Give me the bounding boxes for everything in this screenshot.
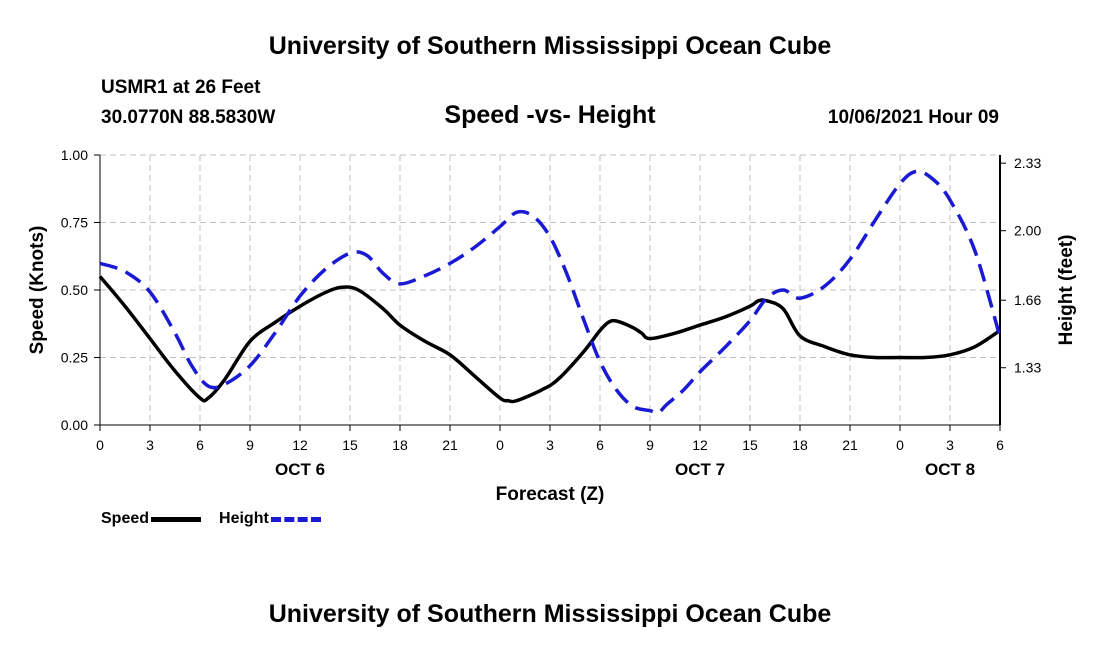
top-title: University of Southern Mississippi Ocean… (268, 32, 832, 60)
y-axis-title: Speed (Knots) (27, 226, 48, 355)
x-tick-label: 6 (596, 437, 604, 453)
legend: Speed Height (101, 510, 321, 528)
x-tick-label: 12 (692, 437, 708, 453)
station-coordinates: 30.0770N 88.5830W (101, 107, 276, 128)
x-tick-label: 3 (946, 437, 954, 453)
x-tick-label: 0 (896, 437, 904, 453)
bottom-title: University of Southern Mississippi Ocean… (268, 600, 832, 628)
speed-series-line (98, 275, 1001, 404)
x-tick-label: 18 (392, 437, 408, 453)
x-tick-label: 15 (742, 437, 758, 453)
y2-tick-label: 2.33 (1014, 155, 1041, 171)
x-tick-label: 12 (292, 437, 308, 453)
x-tick-label: 3 (546, 437, 554, 453)
y-tick-label: 0.00 (61, 417, 88, 433)
legend-speed-swatch (151, 516, 202, 522)
legend-speed-label: Speed (101, 510, 150, 527)
day-label: OCT 7 (675, 460, 725, 479)
x-tick-label: 0 (96, 437, 104, 453)
y-tick-label: 1.00 (61, 147, 88, 163)
y-tick-label: 0.25 (61, 350, 88, 366)
station-label: USMR1 at 26 Feet (101, 77, 261, 98)
forecast-date: 10/06/2021 Hour 09 (827, 107, 999, 128)
day-label: OCT 8 (925, 460, 975, 479)
chart-subtitle: Speed -vs- Height (444, 101, 656, 129)
x-tick-label: 21 (442, 437, 458, 453)
y2-tick-label: 2.00 (1014, 223, 1041, 239)
x-tick-label: 18 (792, 437, 808, 453)
x-tick-label: 6 (996, 437, 1004, 453)
x-tick-label: 9 (646, 437, 654, 453)
y2-tick-label: 1.33 (1014, 360, 1041, 376)
x-tick-label: 3 (146, 437, 154, 453)
height-series-line (99, 169, 1002, 415)
y-tick-label: 0.50 (61, 282, 88, 298)
x-tick-label: 0 (496, 437, 504, 453)
x-tick-label: 21 (842, 437, 858, 453)
x-tick-label: 6 (196, 437, 204, 453)
x-axis-title: Forecast (Z) (496, 484, 605, 505)
day-label: OCT 6 (275, 460, 325, 479)
x-tick-label: 15 (342, 437, 358, 453)
y2-tick-label: 1.66 (1014, 292, 1041, 308)
legend-height-label: Height (219, 510, 269, 527)
legend-height-swatch (270, 516, 321, 522)
y2-axis-title: Height (feet) (1056, 235, 1077, 346)
x-tick-label: 9 (246, 437, 254, 453)
y-tick-label: 0.75 (61, 215, 88, 231)
